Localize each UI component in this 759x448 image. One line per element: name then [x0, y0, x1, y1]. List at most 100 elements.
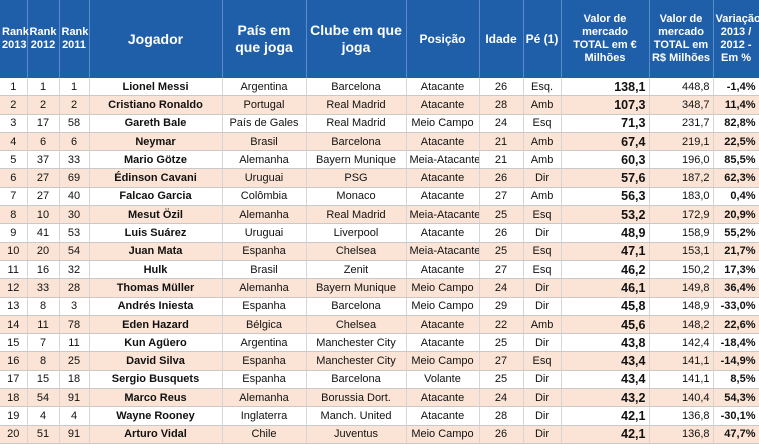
header-row: Rank 2013 Rank 2012 Rank 2011 Jogador País e… — [0, 0, 759, 78]
table-cell: Esq — [523, 351, 562, 371]
table-cell: 28 — [479, 406, 524, 426]
table-cell: 11 — [27, 315, 60, 335]
table-cell: 8,5% — [713, 370, 759, 390]
table-cell: Atacante — [406, 315, 480, 335]
table-cell: Alemanha — [222, 205, 307, 225]
table-cell: Atacante — [406, 95, 480, 115]
table-cell: 36,4% — [713, 278, 759, 298]
table-cell: 33 — [59, 150, 90, 170]
table-cell: 27 — [27, 187, 60, 207]
table-cell: 142,4 — [649, 333, 714, 353]
table-cell: 26 — [479, 78, 524, 97]
table-cell: 47,7% — [713, 425, 759, 444]
table-cell: 28 — [479, 95, 524, 115]
column-header: Rank 2012 — [27, 0, 60, 78]
table-cell: Marco Reus — [89, 388, 223, 408]
table-cell: -33,0% — [713, 297, 759, 316]
table-cell: 43,2 — [561, 388, 650, 408]
table-cell: 22,5% — [713, 132, 759, 152]
table-cell: Chelsea — [306, 315, 407, 335]
table-cell: Alemanha — [222, 278, 307, 298]
table-cell: 2 — [0, 95, 28, 115]
table-cell: 6 — [0, 168, 28, 188]
table-cell: 91 — [59, 388, 90, 408]
table-cell: Esq. — [523, 78, 562, 97]
table-cell: 10 — [27, 205, 60, 225]
table-cell: Espanha — [222, 370, 307, 390]
table-cell: 25 — [479, 333, 524, 353]
table-cell: 8 — [0, 205, 28, 225]
table-cell: Mario Götze — [89, 150, 223, 170]
table-cell: 348,7 — [649, 95, 714, 115]
table-cell: 448,8 — [649, 78, 714, 97]
table-cell: 24 — [479, 278, 524, 298]
table-cell: 136,8 — [649, 406, 714, 426]
table-cell: 22 — [479, 315, 524, 335]
table-cell: Liverpool — [306, 223, 407, 243]
table-cell: 138,1 — [561, 78, 650, 97]
table-cell: Dir — [523, 370, 562, 390]
column-header: Pé (1) — [523, 0, 562, 78]
table-cell: Atacante — [406, 132, 480, 152]
table-cell: Meio Campo — [406, 114, 480, 133]
table-cell: 231,7 — [649, 114, 714, 133]
table-cell: 25 — [59, 351, 90, 371]
table-cell: Argentina — [222, 78, 307, 97]
table-cell: Meio Campo — [406, 425, 480, 444]
table-cell: Volante — [406, 370, 480, 390]
table-cell: 4 — [59, 406, 90, 426]
table-cell: Alemanha — [222, 150, 307, 170]
table-cell: 16 — [0, 351, 28, 371]
table-cell: 37 — [27, 150, 60, 170]
table-cell: Argentina — [222, 333, 307, 353]
table-cell: 54 — [59, 242, 90, 261]
table-cell: Mesut Özil — [89, 205, 223, 225]
table-cell: 5 — [0, 150, 28, 170]
table-cell: 9 — [0, 223, 28, 243]
table-cell: Dir — [523, 223, 562, 243]
table-cell: 20 — [0, 425, 28, 444]
table-cell: Uruguai — [222, 168, 307, 188]
table-cell: 7 — [27, 333, 60, 353]
table-cell: 4 — [0, 132, 28, 152]
table-cell: Manchester City — [306, 351, 407, 371]
table-cell: Falcao Garcia — [89, 187, 223, 207]
table-cell: Alemanha — [222, 388, 307, 408]
table-cell: 20 — [27, 242, 60, 261]
table-cell: 158,9 — [649, 223, 714, 243]
table-cell: 3 — [59, 297, 90, 316]
table-cell: Dir — [523, 168, 562, 188]
table-cell: 42,1 — [561, 406, 650, 426]
table-row: 12 33 28 Thomas Müller Alemanha Bayern Muniqu… — [0, 278, 759, 298]
column-header: Rank 2013 — [0, 0, 29, 78]
table-cell: Sergio Busquets — [89, 370, 223, 390]
table-row: 1 1 1 Lionel Messi Argentina Barcelona Atacant… — [0, 78, 759, 97]
table-row: 17 15 18 Sergio Busquets Espanha Barcelona Vol… — [0, 370, 759, 390]
table-cell: Real Madrid — [306, 95, 407, 115]
table-cell: 40 — [59, 187, 90, 207]
table-cell: 2 — [59, 95, 90, 115]
table-cell: Meia-Atacante — [406, 205, 480, 225]
table-cell: 27 — [479, 187, 524, 207]
table-cell: 62,3% — [713, 168, 759, 188]
table-cell: 28 — [59, 278, 90, 298]
table-cell: 149,8 — [649, 278, 714, 298]
table-cell: 43,4 — [561, 351, 650, 371]
table-cell: 43,4 — [561, 370, 650, 390]
table-cell: Barcelona — [306, 370, 407, 390]
table-row: 16 8 25 David Silva Espanha Manchester City Me… — [0, 351, 759, 371]
table-cell: Zenit — [306, 260, 407, 280]
table-cell: Bayern Munique — [306, 278, 407, 298]
table-cell: Portugal — [222, 95, 307, 115]
table-cell: 21,7% — [713, 242, 759, 261]
table-cell: Manchester City — [306, 333, 407, 353]
table-cell: 58 — [59, 114, 90, 133]
table-cell: Atacante — [406, 223, 480, 243]
table-cell: Barcelona — [306, 78, 407, 97]
table-cell: Édinson Cavani — [89, 168, 223, 188]
table-cell: 1 — [0, 78, 28, 97]
table-cell: 27 — [479, 351, 524, 371]
table-cell: Dir — [523, 406, 562, 426]
table-cell: Amb — [523, 187, 562, 207]
